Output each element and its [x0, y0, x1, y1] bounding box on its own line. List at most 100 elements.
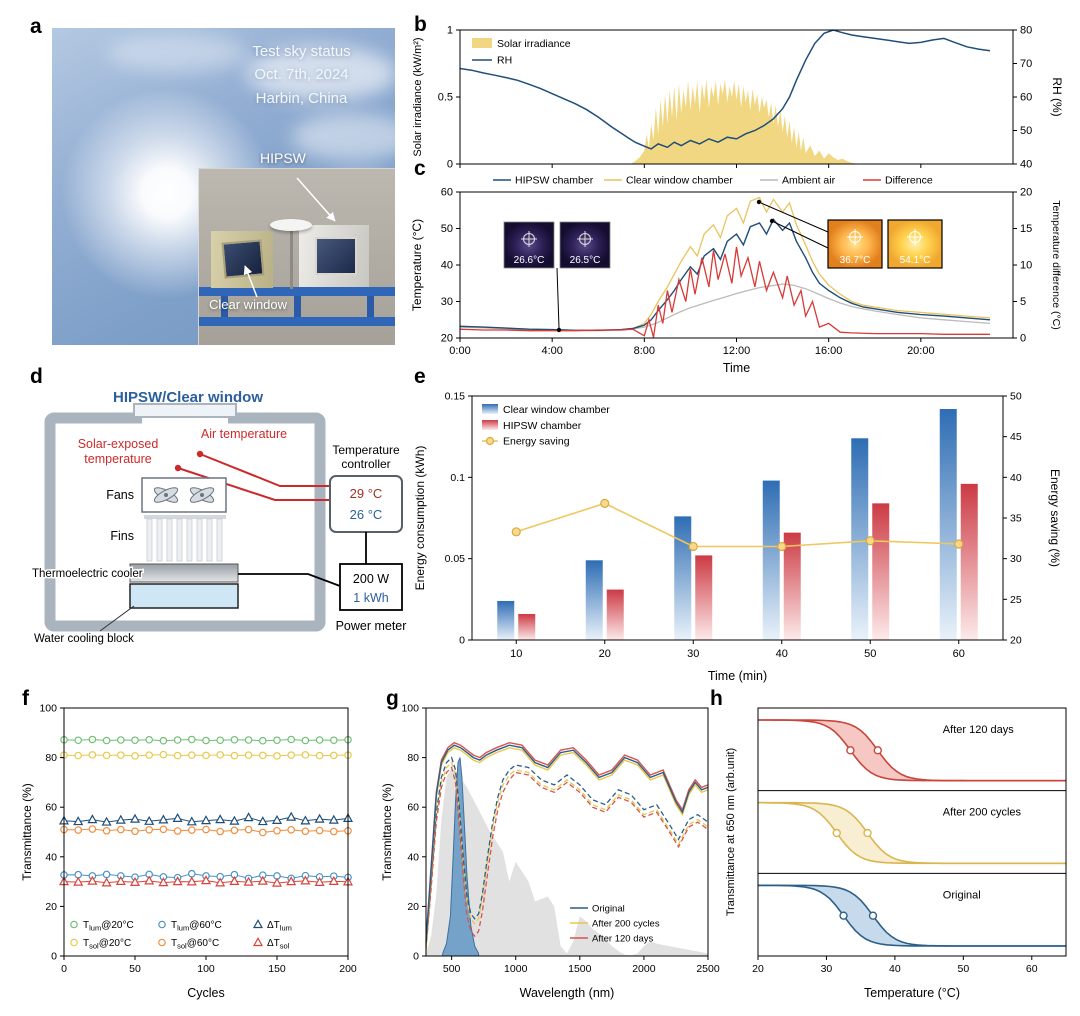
- marker: [216, 736, 225, 745]
- marker: [216, 827, 225, 836]
- area-fill: [426, 767, 708, 956]
- y-tick-label: 40: [1010, 472, 1022, 484]
- marker: [158, 877, 169, 887]
- x-tick-label: 100: [197, 963, 215, 975]
- air-temp-label: Air temperature: [201, 427, 287, 441]
- legend-label: ΔTlum: [267, 920, 292, 933]
- x-tick-label: 30: [687, 648, 699, 660]
- bleached-state-line: [425, 744, 709, 944]
- table-beam: [199, 287, 395, 296]
- legend-swatch: [472, 38, 492, 48]
- marker: [229, 875, 240, 885]
- hipsw-bar: [518, 613, 536, 640]
- solar-temp-sensor: [174, 464, 182, 472]
- marker: [314, 876, 325, 886]
- marker: [70, 938, 78, 947]
- y-tick-label: 80: [45, 752, 57, 764]
- marker: [286, 811, 297, 821]
- marker: [287, 735, 296, 744]
- y-tick-label: 50: [441, 223, 453, 235]
- marker: [328, 875, 339, 885]
- marker: [131, 736, 139, 745]
- x-tick-label: 200: [339, 963, 357, 975]
- energy-svg: 0 0.05 0.1 0.15 20 25 30 35 40 45 50 10 20 30 40 50 60 Ti…: [413, 391, 1062, 684]
- marker: [117, 751, 125, 759]
- x-tick-label: 500: [443, 963, 461, 975]
- fan-box: [141, 477, 227, 513]
- y-tick-label: 20: [441, 333, 453, 345]
- y-tick-label: 5: [1020, 296, 1026, 308]
- legend-label: After 200 cycles: [592, 919, 660, 930]
- legend-label: HIPSW chamber: [503, 420, 582, 432]
- clear-window-glass: [221, 239, 265, 279]
- y-tick-label: 70: [1020, 58, 1032, 70]
- marker: [315, 736, 324, 744]
- x-tick-label: 30: [821, 963, 833, 975]
- marker: [88, 735, 97, 744]
- panel-label-g: g: [386, 687, 399, 710]
- solar-temp-label: Solar-exposed: [78, 437, 159, 451]
- y-tick-label: 0: [459, 635, 465, 647]
- y-axis-label: Transmittance at 650 nm (arb.unit): [725, 748, 737, 916]
- legend-label: Tlum@60°C: [171, 920, 222, 933]
- x-tick-label: 60: [1026, 963, 1038, 975]
- bleached-state-line: [425, 741, 709, 942]
- marker: [158, 814, 169, 824]
- marker: [172, 876, 183, 886]
- marker: [188, 869, 196, 878]
- clear-window-bar: [762, 480, 780, 640]
- energy-saving-line: [516, 502, 959, 548]
- marker: [329, 736, 338, 745]
- x-axis-label: Wavelength (nm): [520, 986, 615, 1000]
- marker: [252, 937, 264, 947]
- y-tick-label: 45: [1010, 431, 1022, 443]
- table-leg: [294, 296, 301, 317]
- clear-window-bar: [497, 600, 515, 640]
- panel-label-e: e: [414, 365, 426, 388]
- y-tick-label: 0: [51, 951, 57, 963]
- cooling-curve: [758, 719, 1066, 782]
- controller-setpoint-hot: 29 °C: [350, 486, 383, 501]
- x-tick-label: 60: [953, 648, 965, 660]
- marker: [200, 875, 212, 885]
- legend-label: Tsol@60°C: [171, 938, 219, 951]
- y-tick-label: 80: [1020, 25, 1032, 37]
- chart-transmittance-spectra: 0 20 40 60 80 100 500 1000 1500 2000 2500 Wavelengt…: [378, 700, 722, 1010]
- marker: [144, 815, 155, 825]
- caption-line: Test sky status: [252, 43, 351, 60]
- marker: [230, 735, 239, 744]
- marker: [158, 938, 166, 947]
- marker: [243, 876, 254, 886]
- area-fill: [442, 757, 480, 957]
- radiation-shield: [270, 219, 312, 231]
- legend-swatch: [482, 420, 498, 430]
- marker: [286, 876, 297, 886]
- marker: [74, 751, 83, 760]
- power-kwh: 1 kWh: [353, 591, 388, 605]
- chart-temperature: 20 30 40 50 60 0 5 10 15 20 0:00 4:00 8:00 12:00 16:00…: [408, 170, 1063, 381]
- marker: [88, 825, 97, 833]
- marker: [145, 825, 154, 834]
- x-tick-label: 20:00: [907, 345, 935, 357]
- marker: [74, 736, 83, 745]
- x-tick-label: 40: [889, 963, 901, 975]
- inset-pointer: [760, 202, 829, 233]
- air-temp-sensor: [196, 450, 204, 458]
- chart-energy-consumption: 0 0.05 0.1 0.15 20 25 30 35 40 45 50 10 20 30 40 50 60 Ti…: [408, 386, 1063, 691]
- marker: [159, 750, 168, 759]
- y-tick-label: 0.5: [438, 92, 453, 104]
- marker: [216, 751, 225, 759]
- y-tick-label: 100: [39, 703, 57, 715]
- legend-label: ΔTsol: [267, 938, 290, 951]
- energy-saving-marker: [865, 536, 875, 546]
- sky-photo-panel: Test sky status Oct. 7th, 2024 Harbin, C…: [52, 28, 395, 345]
- chart-cycling-stability: 0 20 40 60 80 100 0 50 100 150 200 Cycles Transmitta…: [18, 700, 358, 1010]
- hysteresis-svg: After 120 days After 200 cycles Original 20…: [725, 707, 1067, 1000]
- y-axis-label: Transmittance (%): [20, 783, 34, 881]
- clear-window-chamber-photo: [211, 231, 273, 288]
- x-tick-label: 8:00: [634, 345, 655, 357]
- marker: [186, 816, 197, 826]
- x-tick-label: 2000: [632, 963, 656, 975]
- x-axis-label: Temperature (°C): [864, 986, 960, 1000]
